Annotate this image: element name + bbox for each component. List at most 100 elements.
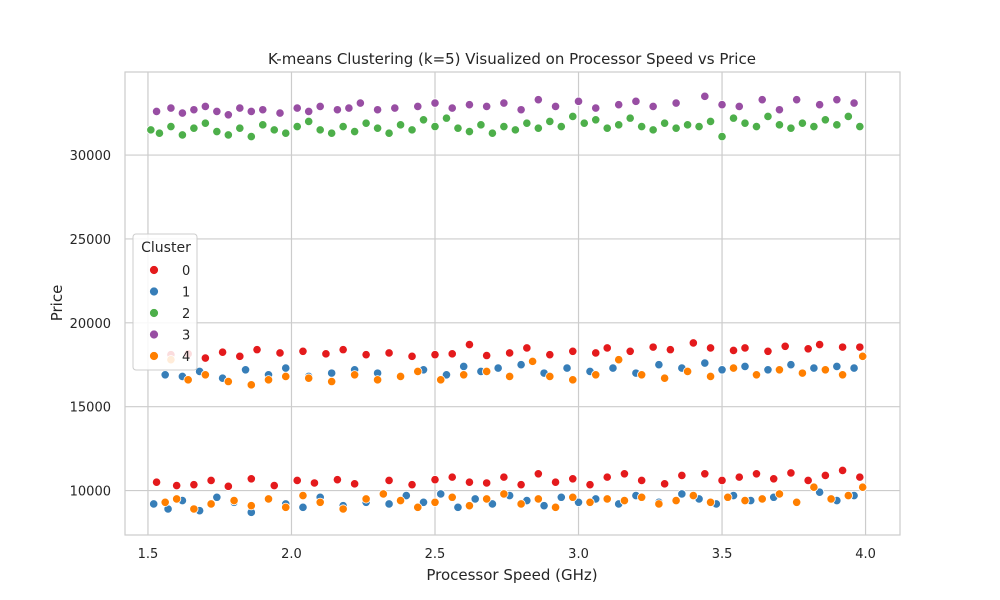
cluster-1-point <box>453 502 463 512</box>
cluster-4-point <box>660 373 670 383</box>
x-tick-label: 3.0 <box>568 547 589 562</box>
cluster-3-point <box>430 98 440 108</box>
cluster-2-point <box>212 126 222 137</box>
cluster-0-point <box>516 480 526 490</box>
cluster-4-point <box>246 501 256 511</box>
cluster-0-point <box>855 342 865 352</box>
cluster-2-point <box>487 128 498 138</box>
cluster-4-point <box>482 366 492 377</box>
cluster-0-point <box>637 475 647 486</box>
cluster-2-point <box>338 121 348 132</box>
cluster-3-point <box>550 101 561 111</box>
cluster-0-point <box>482 478 492 488</box>
cluster-4-point <box>757 494 767 504</box>
cluster-0-point <box>717 475 727 486</box>
cluster-2-point <box>774 120 785 130</box>
cluster-0-point <box>217 347 228 357</box>
cluster-3-point <box>258 105 268 115</box>
cluster-4-point <box>728 363 739 373</box>
cluster-0-point <box>585 480 595 490</box>
cluster-4-point <box>499 489 509 499</box>
cluster-1-point <box>573 497 584 507</box>
cluster-0-point <box>803 475 813 486</box>
cluster-0-point <box>820 470 830 481</box>
cluster-2-point <box>235 123 245 133</box>
cluster-3-point <box>499 98 509 108</box>
cluster-0-point <box>677 470 687 481</box>
cluster-4-point <box>585 497 595 507</box>
grid-lines <box>125 72 900 535</box>
cluster-4-point <box>797 368 808 378</box>
cluster-0-point <box>550 477 561 487</box>
cluster-4-point <box>516 499 526 509</box>
cluster-1-point <box>327 368 337 378</box>
cluster-0-point <box>246 474 256 484</box>
cluster-0-point <box>619 469 630 479</box>
cluster-2-point <box>453 123 463 133</box>
cluster-4-point <box>172 494 182 504</box>
cluster-1-point <box>487 499 498 509</box>
cluster-2-point <box>281 128 291 138</box>
cluster-0-point <box>200 353 210 363</box>
cluster-4-point <box>206 499 216 509</box>
cluster-3-point <box>573 96 584 106</box>
cluster-3-point <box>464 100 475 110</box>
cluster-1-point <box>832 361 842 372</box>
x-tick-label: 1.5 <box>138 547 159 562</box>
cluster-2-point <box>843 111 853 122</box>
cluster-0-point <box>252 345 262 355</box>
cluster-1-point <box>654 360 664 370</box>
cluster-2-point <box>533 123 543 133</box>
cluster-1-point <box>849 363 859 373</box>
cluster-0-point <box>407 351 417 361</box>
cluster-2-point <box>292 121 302 132</box>
cluster-2-point <box>464 126 475 137</box>
cluster-4-point <box>350 370 360 380</box>
cluster-2-point <box>315 125 325 135</box>
cluster-4-point <box>304 373 314 383</box>
x-axis-ticks: 1.5 2.0 2.5 3.0 3.5 4.0 <box>138 547 876 562</box>
legend-marker-1 <box>149 286 159 297</box>
x-tick-label: 2.5 <box>425 547 446 562</box>
cluster-3-point <box>700 91 710 101</box>
plot-area <box>125 72 900 535</box>
cluster-2-point <box>384 128 394 138</box>
cluster-3-point <box>591 103 601 113</box>
cluster-4-point <box>263 375 274 385</box>
legend-marker-4 <box>149 351 159 361</box>
cluster-4-point <box>820 365 830 375</box>
cluster-1-point <box>459 361 469 372</box>
cluster-4-point <box>527 356 538 366</box>
cluster-2-point <box>786 123 796 133</box>
cluster-4-point <box>809 482 819 492</box>
cluster-2-point <box>499 121 509 132</box>
cluster-1-point <box>240 365 251 375</box>
cluster-0-point <box>660 479 670 489</box>
cluster-0-point <box>499 472 509 482</box>
cluster-0-point <box>786 468 796 478</box>
cluster-4-point <box>459 370 469 380</box>
cluster-0-point <box>751 469 762 479</box>
cluster-3-point <box>332 105 343 115</box>
cluster-2-point <box>407 125 417 135</box>
cluster-4-point <box>482 494 492 504</box>
cluster-2-point <box>350 126 360 137</box>
cluster-0-point <box>151 477 162 487</box>
cluster-4-point <box>464 501 475 511</box>
cluster-3-point <box>717 100 727 110</box>
cluster-3-point <box>292 103 302 113</box>
cluster-4-point <box>223 376 233 387</box>
data-points <box>146 91 868 517</box>
cluster-2-point <box>694 121 704 132</box>
cluster-2-point <box>395 120 406 130</box>
cluster-4-point <box>637 492 647 502</box>
cluster-4-point <box>545 371 555 382</box>
cluster-2-point <box>717 131 727 142</box>
cluster-2-point <box>476 120 486 130</box>
cluster-4-point <box>614 355 624 365</box>
cluster-4-point <box>774 489 785 499</box>
cluster-0-point <box>447 472 457 482</box>
cluster-2-point <box>797 118 808 128</box>
cluster-3-point <box>792 95 802 105</box>
cluster-4-point <box>281 371 291 382</box>
